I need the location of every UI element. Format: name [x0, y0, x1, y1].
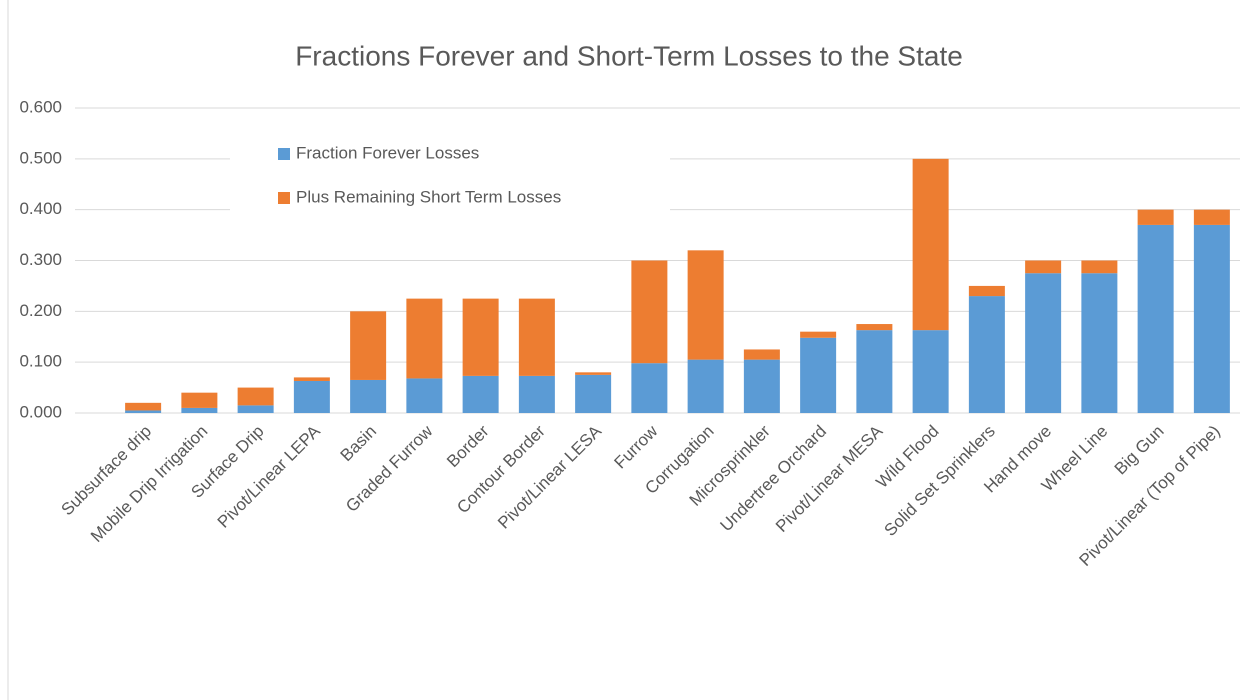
- x-tick-label: Solid Set Sprinklers: [881, 422, 999, 540]
- bar-segment: [912, 158, 949, 331]
- bar-segment: [631, 363, 668, 413]
- bar-segment: [968, 285, 1005, 297]
- bar-segment: [181, 407, 218, 413]
- bar-segment: [462, 375, 499, 413]
- legend-swatch: [278, 192, 290, 204]
- bar-segment: [518, 375, 555, 413]
- bar-segment: [743, 359, 780, 413]
- bar-segment: [800, 331, 837, 338]
- y-tick-label: 0.000: [19, 402, 62, 421]
- legend-swatch: [278, 148, 290, 160]
- bar-segment: [237, 405, 274, 413]
- y-tick-label: 0.200: [19, 301, 62, 320]
- bar-segment: [1081, 260, 1118, 274]
- chart-title: Fractions Forever and Short-Term Losses …: [295, 40, 963, 71]
- legend-box: [230, 128, 670, 214]
- bar-segment: [406, 298, 443, 379]
- y-tick-label: 0.400: [19, 199, 62, 218]
- bar-segment: [800, 337, 837, 413]
- bar-segment: [968, 296, 1005, 413]
- y-tick-label: 0.500: [19, 148, 62, 167]
- bar-segment: [462, 298, 499, 376]
- x-tick-label: Furrow: [611, 421, 662, 472]
- bar-segment: [1081, 273, 1118, 413]
- bar-segment: [1193, 224, 1230, 413]
- x-tick-label: Border: [443, 421, 493, 471]
- bar-segment: [125, 402, 162, 411]
- bar-segment: [406, 378, 443, 413]
- legend-label: Plus Remaining Short Term Losses: [296, 187, 561, 206]
- bar-segment: [1025, 260, 1062, 274]
- y-tick-label: 0.300: [19, 250, 62, 269]
- bar-segment: [237, 387, 274, 406]
- x-tick-label: Pivot/Linear LEPA: [214, 421, 325, 532]
- y-tick-label: 0.600: [19, 97, 62, 116]
- bar-segment: [1137, 209, 1174, 225]
- bar-segment: [350, 379, 387, 413]
- y-tick-label: 0.100: [19, 352, 62, 371]
- bar-segment: [575, 372, 612, 375]
- x-tick-label: Undertree Orchard: [716, 422, 830, 536]
- bar-segment: [125, 410, 162, 413]
- bar-segment: [575, 374, 612, 413]
- bar-segment: [687, 359, 724, 413]
- bar-segment: [293, 380, 330, 413]
- x-tick-label: Big Gun: [1111, 422, 1168, 479]
- bar-segment: [856, 324, 893, 331]
- bar-segment: [518, 298, 555, 376]
- bar-segment: [1025, 273, 1062, 413]
- bar-segment: [1193, 209, 1230, 225]
- x-tick-label: Pivot/Linear MESA: [772, 421, 887, 536]
- bar-segment: [743, 349, 780, 360]
- bar-segment: [631, 260, 668, 364]
- bar-segment: [181, 392, 218, 408]
- bar-segment: [1137, 224, 1174, 413]
- x-tick-label: Pivot/Linear LESA: [494, 421, 605, 532]
- x-tick-label: Basin: [337, 422, 381, 466]
- bar-segment: [687, 250, 724, 360]
- bar-segment: [293, 377, 330, 381]
- bar-segment: [350, 311, 387, 380]
- legend-label: Fraction Forever Losses: [296, 143, 479, 162]
- bar-segment: [912, 330, 949, 413]
- bar-segment: [856, 330, 893, 413]
